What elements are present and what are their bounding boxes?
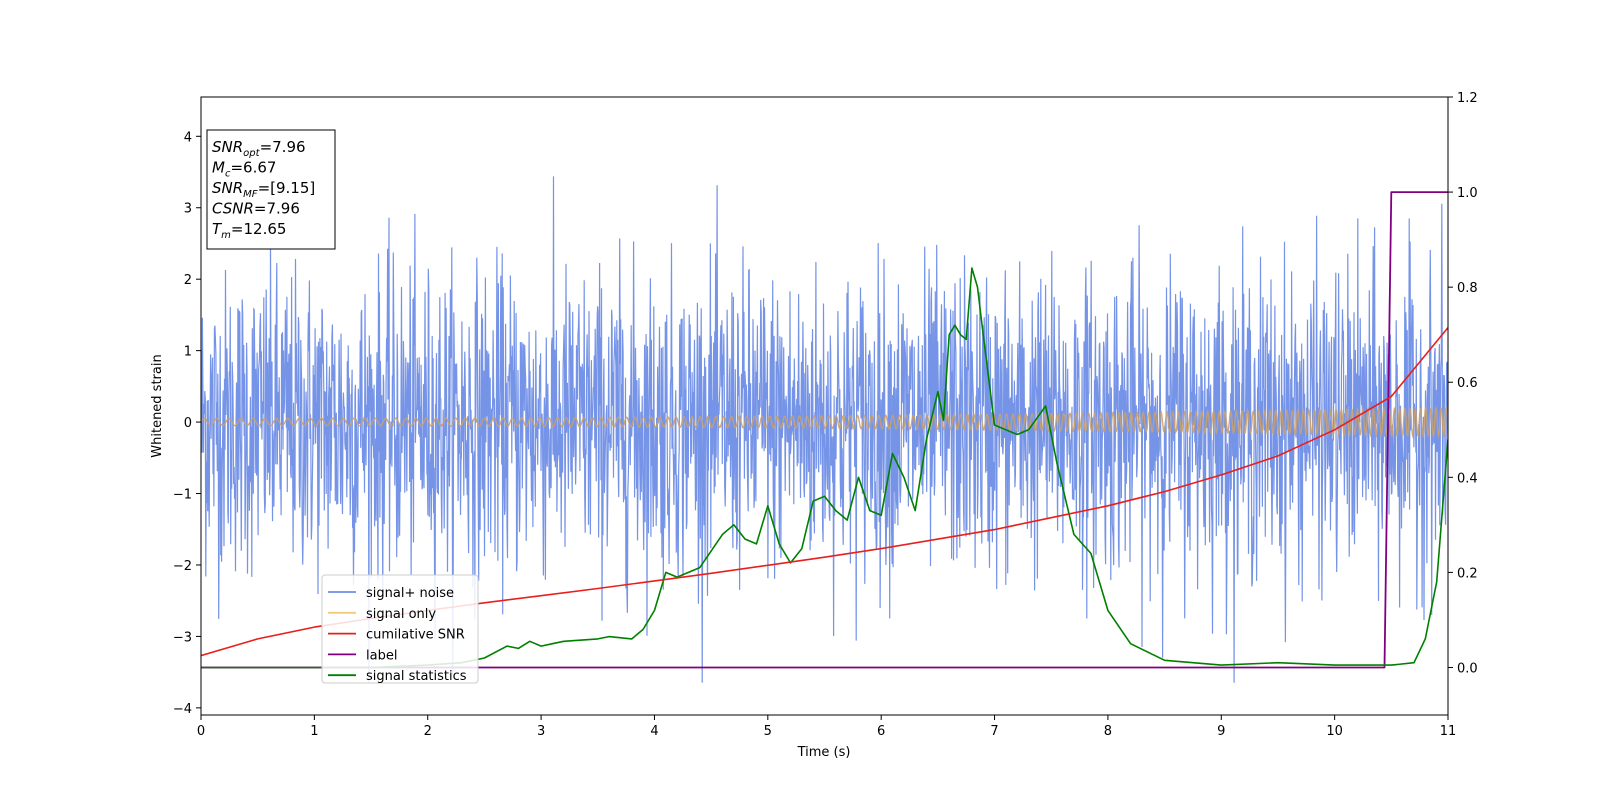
plot-frame — [200, 96, 1449, 716]
x-tick-label: 7 — [990, 724, 998, 739]
x-tick-label: 8 — [1104, 724, 1112, 739]
annotation-line: Tm=12.65 — [212, 220, 286, 241]
annotation-value: =7.96 — [254, 200, 300, 218]
series-signal-only-line — [201, 405, 1448, 439]
annotation-symbol: M — [212, 159, 225, 177]
legend-label: label — [366, 648, 397, 663]
legend-label: signal only — [366, 607, 436, 622]
annotation-line: SNRMF=[9.15] — [212, 179, 315, 200]
y-right-tick-label: 1.0 — [1457, 186, 1478, 201]
annotation-line: Mc=6.67 — [212, 159, 276, 180]
y-left-tick-label: 1 — [184, 345, 192, 360]
y-right-tick-label: 0.8 — [1457, 281, 1478, 296]
y-left-tick-label: 3 — [184, 202, 192, 217]
annotation-box: SNRopt=7.96Mc=6.67SNRMF=[9.15]CSNR=7.96T… — [206, 129, 336, 250]
legend: signal+ noise signal only cumilative SNR la… — [321, 574, 479, 684]
x-tick-label: 3 — [537, 724, 545, 739]
y-left-tick-label: 2 — [184, 273, 192, 288]
x-tick-label: 10 — [1326, 724, 1343, 739]
y-left-tick-label: −1 — [173, 488, 192, 503]
annotation-symbol: SNR — [212, 138, 243, 156]
y-left-tick-label: 0 — [184, 416, 192, 431]
x-tick-label: 4 — [650, 724, 658, 739]
x-axis-label: Time (s) — [797, 745, 851, 760]
legend-frame — [321, 574, 479, 684]
annotation-line: SNRopt=7.96 — [212, 138, 306, 159]
x-tick-label: 2 — [424, 724, 432, 739]
annotation-value: =[9.15] — [258, 179, 316, 197]
y-left-tick-label: −2 — [173, 559, 192, 574]
y-right-tick-label: 0.2 — [1457, 566, 1478, 581]
annotation-subscript: MF — [243, 189, 258, 200]
y-left-tick-label: −4 — [173, 702, 192, 717]
legend-label: signal statistics — [366, 669, 467, 684]
annotation-value: =7.96 — [260, 138, 306, 156]
annotation-subscript: m — [221, 230, 231, 241]
annotation-symbol: SNR — [212, 179, 243, 197]
y-left-tick-label: −3 — [173, 630, 192, 645]
x-tick-label: 11 — [1440, 724, 1457, 739]
legend-label: signal+ noise — [366, 586, 454, 601]
y-right-tick-label: 0.4 — [1457, 471, 1478, 486]
x-tick-label: 1 — [310, 724, 318, 739]
plot-area — [201, 176, 1448, 683]
annotation-box-frame — [206, 129, 336, 250]
axes: 0 1 2 3 4 5 6 7 8 9 10 11 −4 −3 −2 −1 0 1 2 3 4 0.0 0.2 0.4 0.6 0… — [173, 91, 1478, 739]
y-axis-label: Whitened strain — [150, 354, 165, 457]
annotation-value: =12.65 — [231, 220, 287, 238]
x-tick-label: 0 — [197, 724, 205, 739]
annotation-value: =6.67 — [230, 159, 276, 177]
annotation-subscript: c — [225, 169, 231, 180]
x-tick-label: 9 — [1217, 724, 1225, 739]
legend-label: cumilative SNR — [366, 628, 465, 643]
series-signal-statistics-line — [201, 267, 1448, 669]
x-tick-label: 6 — [877, 724, 885, 739]
y-right-tick-label: 0.0 — [1457, 661, 1478, 676]
y-right-tick-label: 1.2 — [1457, 91, 1478, 106]
annotation-symbol: T — [212, 220, 223, 238]
y-left-tick-label: 4 — [184, 130, 192, 145]
series-signal-noise-line — [201, 176, 1448, 683]
annotation-symbol: CSNR — [212, 200, 254, 218]
series-label-line — [201, 191, 1448, 669]
annotation-subscript: opt — [243, 148, 260, 159]
annotation-line: CSNR=7.96 — [212, 200, 300, 218]
x-tick-label: 5 — [764, 724, 772, 739]
y-right-tick-label: 0.6 — [1457, 376, 1478, 391]
